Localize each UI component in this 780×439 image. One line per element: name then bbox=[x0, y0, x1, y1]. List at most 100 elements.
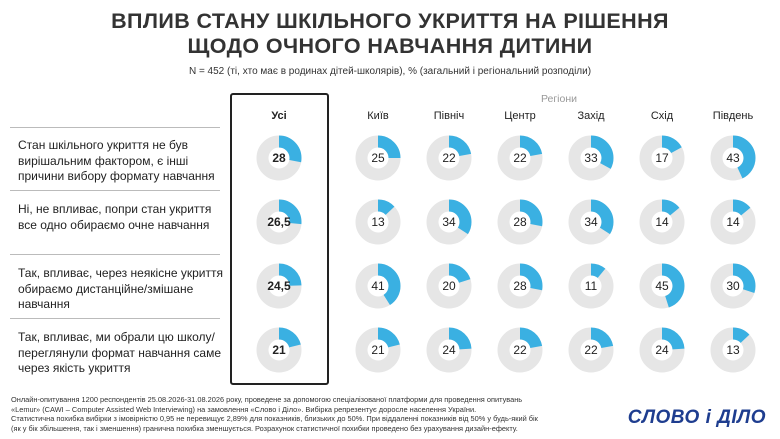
row-divider bbox=[10, 190, 220, 191]
donut bbox=[710, 327, 756, 373]
donut-arc bbox=[568, 263, 614, 309]
donut-arc bbox=[710, 199, 756, 245]
total-column-frame bbox=[230, 93, 329, 385]
donut-arc bbox=[426, 135, 472, 181]
donut bbox=[497, 263, 543, 309]
donut-value: 30 bbox=[726, 279, 740, 293]
donut bbox=[355, 327, 401, 373]
donut bbox=[710, 263, 756, 309]
donut-value: 21 bbox=[272, 343, 286, 357]
column-header: Схід bbox=[650, 110, 674, 122]
donut-value: 26,5 bbox=[267, 215, 291, 229]
row-label: Так, впливає, через неякісне укриття оби… bbox=[18, 266, 223, 311]
donut bbox=[568, 199, 614, 245]
donut-arc bbox=[256, 135, 302, 181]
donut bbox=[710, 135, 756, 181]
donut bbox=[710, 199, 756, 245]
donut-value: 13 bbox=[726, 343, 740, 357]
donut bbox=[497, 327, 543, 373]
donut-arc bbox=[639, 327, 685, 373]
donut-arc bbox=[256, 199, 302, 245]
donut-value: 28 bbox=[513, 279, 527, 293]
footer-line: Онлайн-опитування 1200 респондентів 25.0… bbox=[11, 395, 523, 404]
donut-arc bbox=[426, 327, 472, 373]
donut-value: 14 bbox=[655, 215, 669, 229]
donut-arc bbox=[639, 199, 685, 245]
donut-arc bbox=[710, 135, 756, 181]
donut-arc bbox=[710, 263, 756, 309]
donut-value: 43 bbox=[726, 151, 740, 165]
donut-value: 11 bbox=[584, 279, 598, 293]
donut-value: 34 bbox=[442, 215, 456, 229]
donut-value: 28 bbox=[513, 215, 527, 229]
column-header: Південь bbox=[712, 110, 754, 122]
row-label: Так, впливає, ми обрали цю школу/перегля… bbox=[18, 330, 221, 375]
donut-arc bbox=[639, 263, 685, 309]
subtitle: N = 452 (ті, хто має в родинах дітей-шко… bbox=[188, 66, 592, 77]
row-divider bbox=[10, 254, 220, 255]
donut bbox=[426, 327, 472, 373]
donut bbox=[568, 263, 614, 309]
footer-line: Статистична похибка вибірки з імовірніст… bbox=[11, 414, 538, 423]
donut-value: 20 bbox=[442, 279, 456, 293]
donut bbox=[256, 327, 302, 373]
donut bbox=[639, 327, 685, 373]
row-label: Ні, не впливає, попри стан укриття все о… bbox=[18, 202, 212, 232]
donut-value: 33 bbox=[584, 151, 598, 165]
donut-value: 41 bbox=[371, 279, 385, 293]
column-header: Північ bbox=[433, 110, 465, 122]
donut-value: 22 bbox=[442, 151, 456, 165]
donut bbox=[256, 199, 302, 245]
donut-arc bbox=[426, 263, 472, 309]
column-header: Центр bbox=[504, 110, 536, 122]
donut-value: 17 bbox=[655, 151, 669, 165]
donut-arc bbox=[568, 199, 614, 245]
column-header: Київ bbox=[367, 110, 389, 122]
donut-arc bbox=[639, 135, 685, 181]
donut-arc bbox=[355, 135, 401, 181]
footer-line: (як у бік збільшення, так і зменшення) г… bbox=[11, 423, 518, 433]
row-divider bbox=[10, 318, 220, 319]
donut-value: 22 bbox=[513, 343, 527, 357]
row-divider bbox=[10, 127, 220, 128]
donut bbox=[426, 135, 472, 181]
donut bbox=[426, 263, 472, 309]
regions-label: Регіони bbox=[540, 93, 578, 105]
donut-value: 13 bbox=[371, 215, 385, 229]
donut-arc bbox=[568, 327, 614, 373]
donut-value: 34 bbox=[584, 215, 598, 229]
donut bbox=[355, 199, 401, 245]
donut-value: 24 bbox=[655, 343, 669, 357]
donut-value: 45 bbox=[655, 279, 669, 293]
row-label: Стан шкільного укриття не був вирішальни… bbox=[18, 138, 215, 183]
donut-arc bbox=[355, 263, 401, 309]
donut bbox=[497, 199, 543, 245]
donut-value: 22 bbox=[513, 151, 527, 165]
donut bbox=[355, 263, 401, 309]
brand-logo: СЛОВО і ДІЛО bbox=[627, 407, 766, 428]
donut-arc bbox=[497, 135, 543, 181]
donut-value: 21 bbox=[371, 343, 385, 357]
donut-arc bbox=[497, 327, 543, 373]
donut bbox=[639, 135, 685, 181]
page-title: ВПЛИВ СТАНУ ШКІЛЬНОГО УКРИТТЯ НА РІШЕННЯ… bbox=[0, 9, 780, 59]
donut-value: 14 bbox=[726, 215, 740, 229]
title-line-1: ВПЛИВ СТАНУ ШКІЛЬНОГО УКРИТТЯ НА РІШЕННЯ bbox=[111, 9, 669, 33]
donut-arc bbox=[256, 263, 302, 309]
donut-value: 24 bbox=[442, 343, 456, 357]
donut-arc bbox=[256, 327, 302, 373]
donut-value: 24,5 bbox=[267, 279, 291, 293]
donut-arc bbox=[710, 327, 756, 373]
donut bbox=[355, 135, 401, 181]
donut bbox=[497, 135, 543, 181]
title-line-2: ЩОДО ОЧНОГО НАВЧАННЯ ДИТИНИ bbox=[187, 34, 593, 58]
donut-arc bbox=[497, 263, 543, 309]
footer-line: «Lemur» (CAWI – Computer Assisted Web In… bbox=[11, 404, 477, 414]
donut-arc bbox=[426, 199, 472, 245]
footer-note: Онлайн-опитування 1200 респондентів 25.0… bbox=[11, 395, 641, 433]
donut-arc bbox=[568, 135, 614, 181]
donut bbox=[639, 263, 685, 309]
donut bbox=[256, 263, 302, 309]
donut bbox=[568, 327, 614, 373]
